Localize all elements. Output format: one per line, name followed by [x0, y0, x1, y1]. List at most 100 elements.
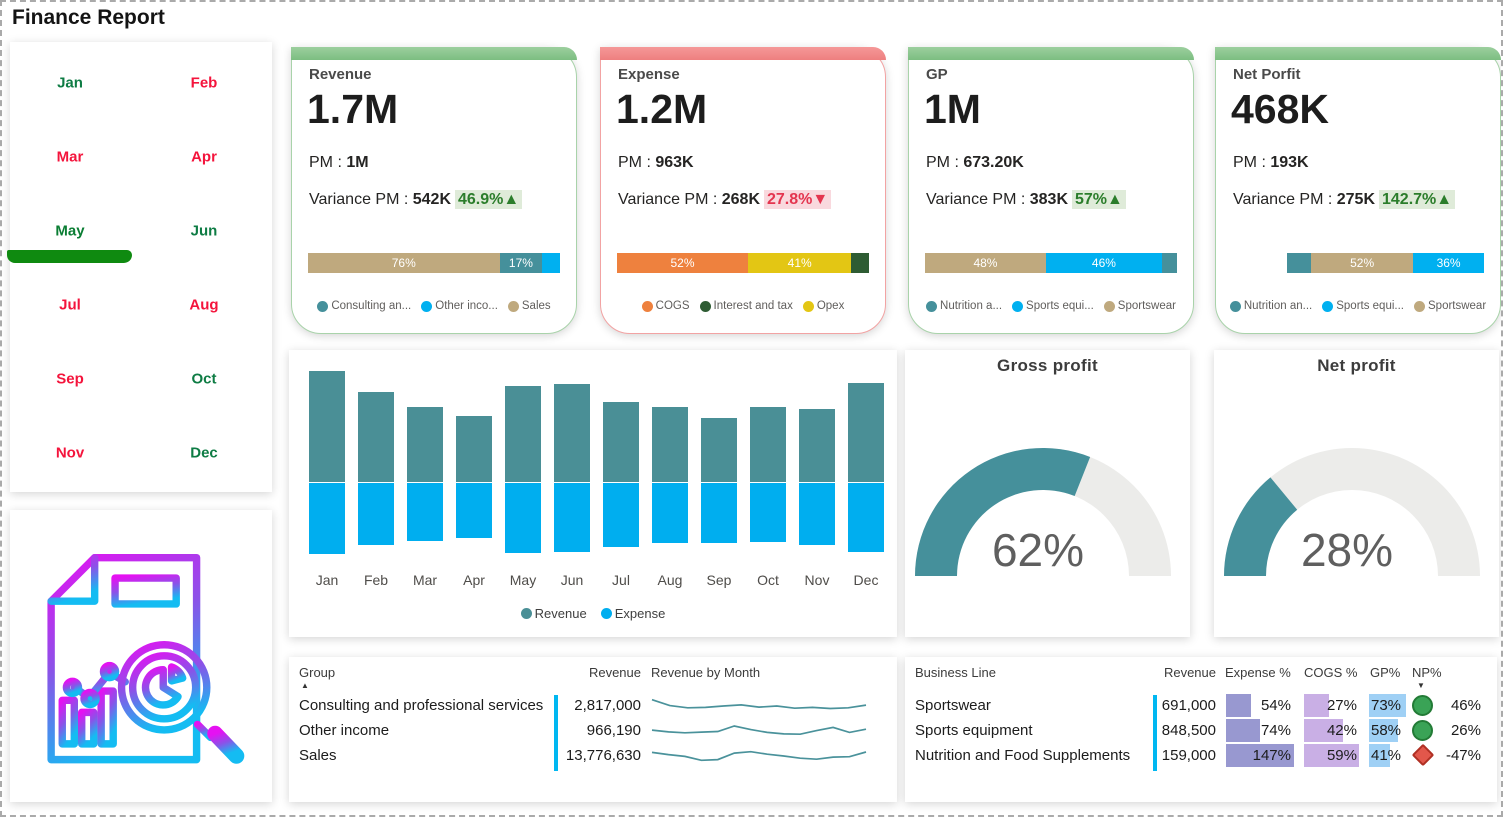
- expense-data-bar: [1226, 719, 1260, 742]
- expense-bar-nov[interactable]: [799, 483, 835, 545]
- x-axis-label-mar: Mar: [412, 572, 438, 588]
- expense-bar-jan[interactable]: [309, 483, 345, 554]
- month-item-jul[interactable]: Jul: [59, 296, 81, 314]
- cogs-data-bar: [1304, 719, 1343, 742]
- month-item-aug[interactable]: Aug: [189, 296, 219, 314]
- revenue-sparkline: [651, 750, 867, 762]
- month-item-nov[interactable]: Nov: [55, 444, 85, 462]
- revenue-bar-jun[interactable]: [554, 384, 590, 482]
- table-row[interactable]: Sports equipment 848,500 74% 42% 58% 26%: [905, 718, 1497, 743]
- gross-profit-gauge-card: Gross profit 62%: [905, 350, 1190, 637]
- month-item-mar[interactable]: Mar: [56, 148, 84, 166]
- stacked-bar-segment-nutrition-and-food-supplements[interactable]: [1161, 253, 1177, 273]
- legend-item[interactable]: Nutrition an...: [1229, 300, 1312, 312]
- column-header-expense-pct[interactable]: Expense %: [1225, 665, 1291, 680]
- revenue-bar-mar[interactable]: [407, 407, 443, 482]
- revenue-bar-dec[interactable]: [848, 383, 884, 482]
- revenue-bar-feb[interactable]: [358, 392, 394, 482]
- x-axis-label-apr: Apr: [463, 572, 485, 588]
- legend-item[interactable]: Interest and tax: [699, 300, 793, 312]
- column-header-gp-pct[interactable]: GP%: [1370, 665, 1401, 680]
- expense-bar-may[interactable]: [505, 483, 541, 553]
- stacked-bar-segment-sportswear[interactable]: 52%: [1311, 253, 1414, 273]
- cogs-value: 42%: [1326, 722, 1357, 739]
- page-title: Finance Report: [12, 6, 165, 29]
- kpi-card-expense: Expense 1.2M PM : 963K Variance PM : 268K 27…: [600, 47, 886, 334]
- table-row[interactable]: Other income 966,190: [289, 718, 897, 743]
- report-analysis-icon: [25, 528, 257, 785]
- revenue-bar-aug[interactable]: [652, 407, 688, 482]
- stacked-bar-segment-sportswear[interactable]: 48%: [925, 253, 1046, 273]
- stacked-bar-segment-sports-equipment[interactable]: 46%: [1045, 253, 1162, 273]
- column-header-business-line[interactable]: Business Line: [915, 665, 996, 680]
- revenue-bar-sep[interactable]: [701, 418, 737, 482]
- revenue-bar-jan[interactable]: [309, 371, 345, 482]
- legend-item[interactable]: Sports equi...: [1322, 300, 1404, 312]
- monthly-revenue-expense-chart: Jan Feb Mar Apr May Jun Jul Aug Sep Oct Nov Dec Reve…: [289, 350, 897, 637]
- legend-item[interactable]: Sports equi...: [1012, 300, 1094, 312]
- cogs-data-bar: [1304, 694, 1329, 717]
- column-header-cogs-pct[interactable]: COGS %: [1304, 665, 1358, 680]
- revenue-bar-jul[interactable]: [603, 402, 639, 482]
- gauge-title: Net profit: [1317, 356, 1396, 375]
- stacked-bar-segment-nutrition-and-food-supplements[interactable]: [1287, 253, 1312, 273]
- column-header-revenue-by-month[interactable]: Revenue by Month: [651, 665, 761, 680]
- expense-bar-mar[interactable]: [407, 483, 443, 541]
- stacked-bar-segment-opex[interactable]: 41%: [748, 253, 852, 273]
- stacked-bar-segment-sports-equipment[interactable]: 36%: [1413, 253, 1484, 273]
- legend-dot: [1322, 300, 1334, 312]
- expense-bar-jun[interactable]: [554, 483, 590, 552]
- legend-dot: [926, 300, 938, 312]
- legend-item[interactable]: Expense: [600, 606, 665, 621]
- legend-dot: [1229, 300, 1241, 312]
- column-header-revenue[interactable]: Revenue: [1163, 665, 1216, 680]
- cell-group: Other income: [299, 722, 390, 739]
- expense-bar-jul[interactable]: [603, 483, 639, 547]
- table-row[interactable]: Consulting and professional services 2,81…: [289, 693, 897, 718]
- column-header-revenue[interactable]: Revenue: [588, 665, 641, 680]
- legend-dot: [421, 300, 433, 312]
- month-item-dec[interactable]: Dec: [190, 444, 218, 462]
- variance-label: Variance PM :: [309, 191, 413, 208]
- revenue-bar-nov[interactable]: [799, 409, 835, 482]
- legend-item[interactable]: Consulting an...: [317, 300, 411, 312]
- table-row[interactable]: Sales 13,776,630: [289, 743, 897, 768]
- legend-item[interactable]: Other inco...: [421, 300, 498, 312]
- stacked-bar-segment-interest-and-tax[interactable]: [851, 253, 869, 273]
- month-item-sep[interactable]: Sep: [56, 370, 84, 388]
- month-item-oct[interactable]: Oct: [191, 370, 217, 388]
- month-item-feb[interactable]: Feb: [190, 74, 218, 92]
- expense-bar-dec[interactable]: [848, 483, 884, 552]
- month-item-may[interactable]: May: [55, 222, 85, 240]
- legend-item[interactable]: Revenue: [520, 606, 587, 621]
- legend-item[interactable]: Opex: [802, 300, 844, 312]
- expense-bar-feb[interactable]: [358, 483, 394, 545]
- month-item-apr[interactable]: Apr: [191, 148, 217, 166]
- revenue-bar-oct[interactable]: [750, 407, 786, 482]
- table-row[interactable]: Sportswear 691,000 54% 27% 73% 46%: [905, 693, 1497, 718]
- legend-item[interactable]: COGS: [641, 300, 690, 312]
- column-header-group[interactable]: Group: [299, 665, 336, 680]
- stacked-bar-segment-consulting-and-professional-services[interactable]: 17%: [499, 253, 543, 273]
- month-item-jun[interactable]: Jun: [190, 222, 218, 240]
- table-row[interactable]: Nutrition and Food Supplements 159,000 147…: [905, 743, 1497, 768]
- expense-bar-aug[interactable]: [652, 483, 688, 543]
- stacked-bar-segment-cogs[interactable]: 52%: [617, 253, 749, 273]
- legend-item[interactable]: Sportswear: [1414, 300, 1486, 312]
- revenue-bar-apr[interactable]: [456, 416, 492, 482]
- variance-label: Variance PM :: [1233, 191, 1337, 208]
- stacked-bar-segment-sales[interactable]: 76%: [308, 253, 500, 273]
- expense-bar-oct[interactable]: [750, 483, 786, 542]
- legend-item[interactable]: Nutrition a...: [926, 300, 1002, 312]
- x-axis-label-jun: Jun: [560, 572, 584, 588]
- kpi-value: 1M: [924, 86, 981, 132]
- revenue-bar-may[interactable]: [505, 386, 541, 482]
- legend-label: Revenue: [534, 606, 587, 621]
- month-item-jan[interactable]: Jan: [57, 74, 83, 92]
- expense-bar-sep[interactable]: [701, 483, 737, 543]
- stacked-bar-segment-other-income[interactable]: [542, 253, 560, 273]
- column-header-np-pct[interactable]: NP%: [1412, 665, 1442, 680]
- expense-bar-apr[interactable]: [456, 483, 492, 538]
- legend-item[interactable]: Sales: [507, 300, 551, 312]
- legend-item[interactable]: Sportswear: [1103, 300, 1176, 312]
